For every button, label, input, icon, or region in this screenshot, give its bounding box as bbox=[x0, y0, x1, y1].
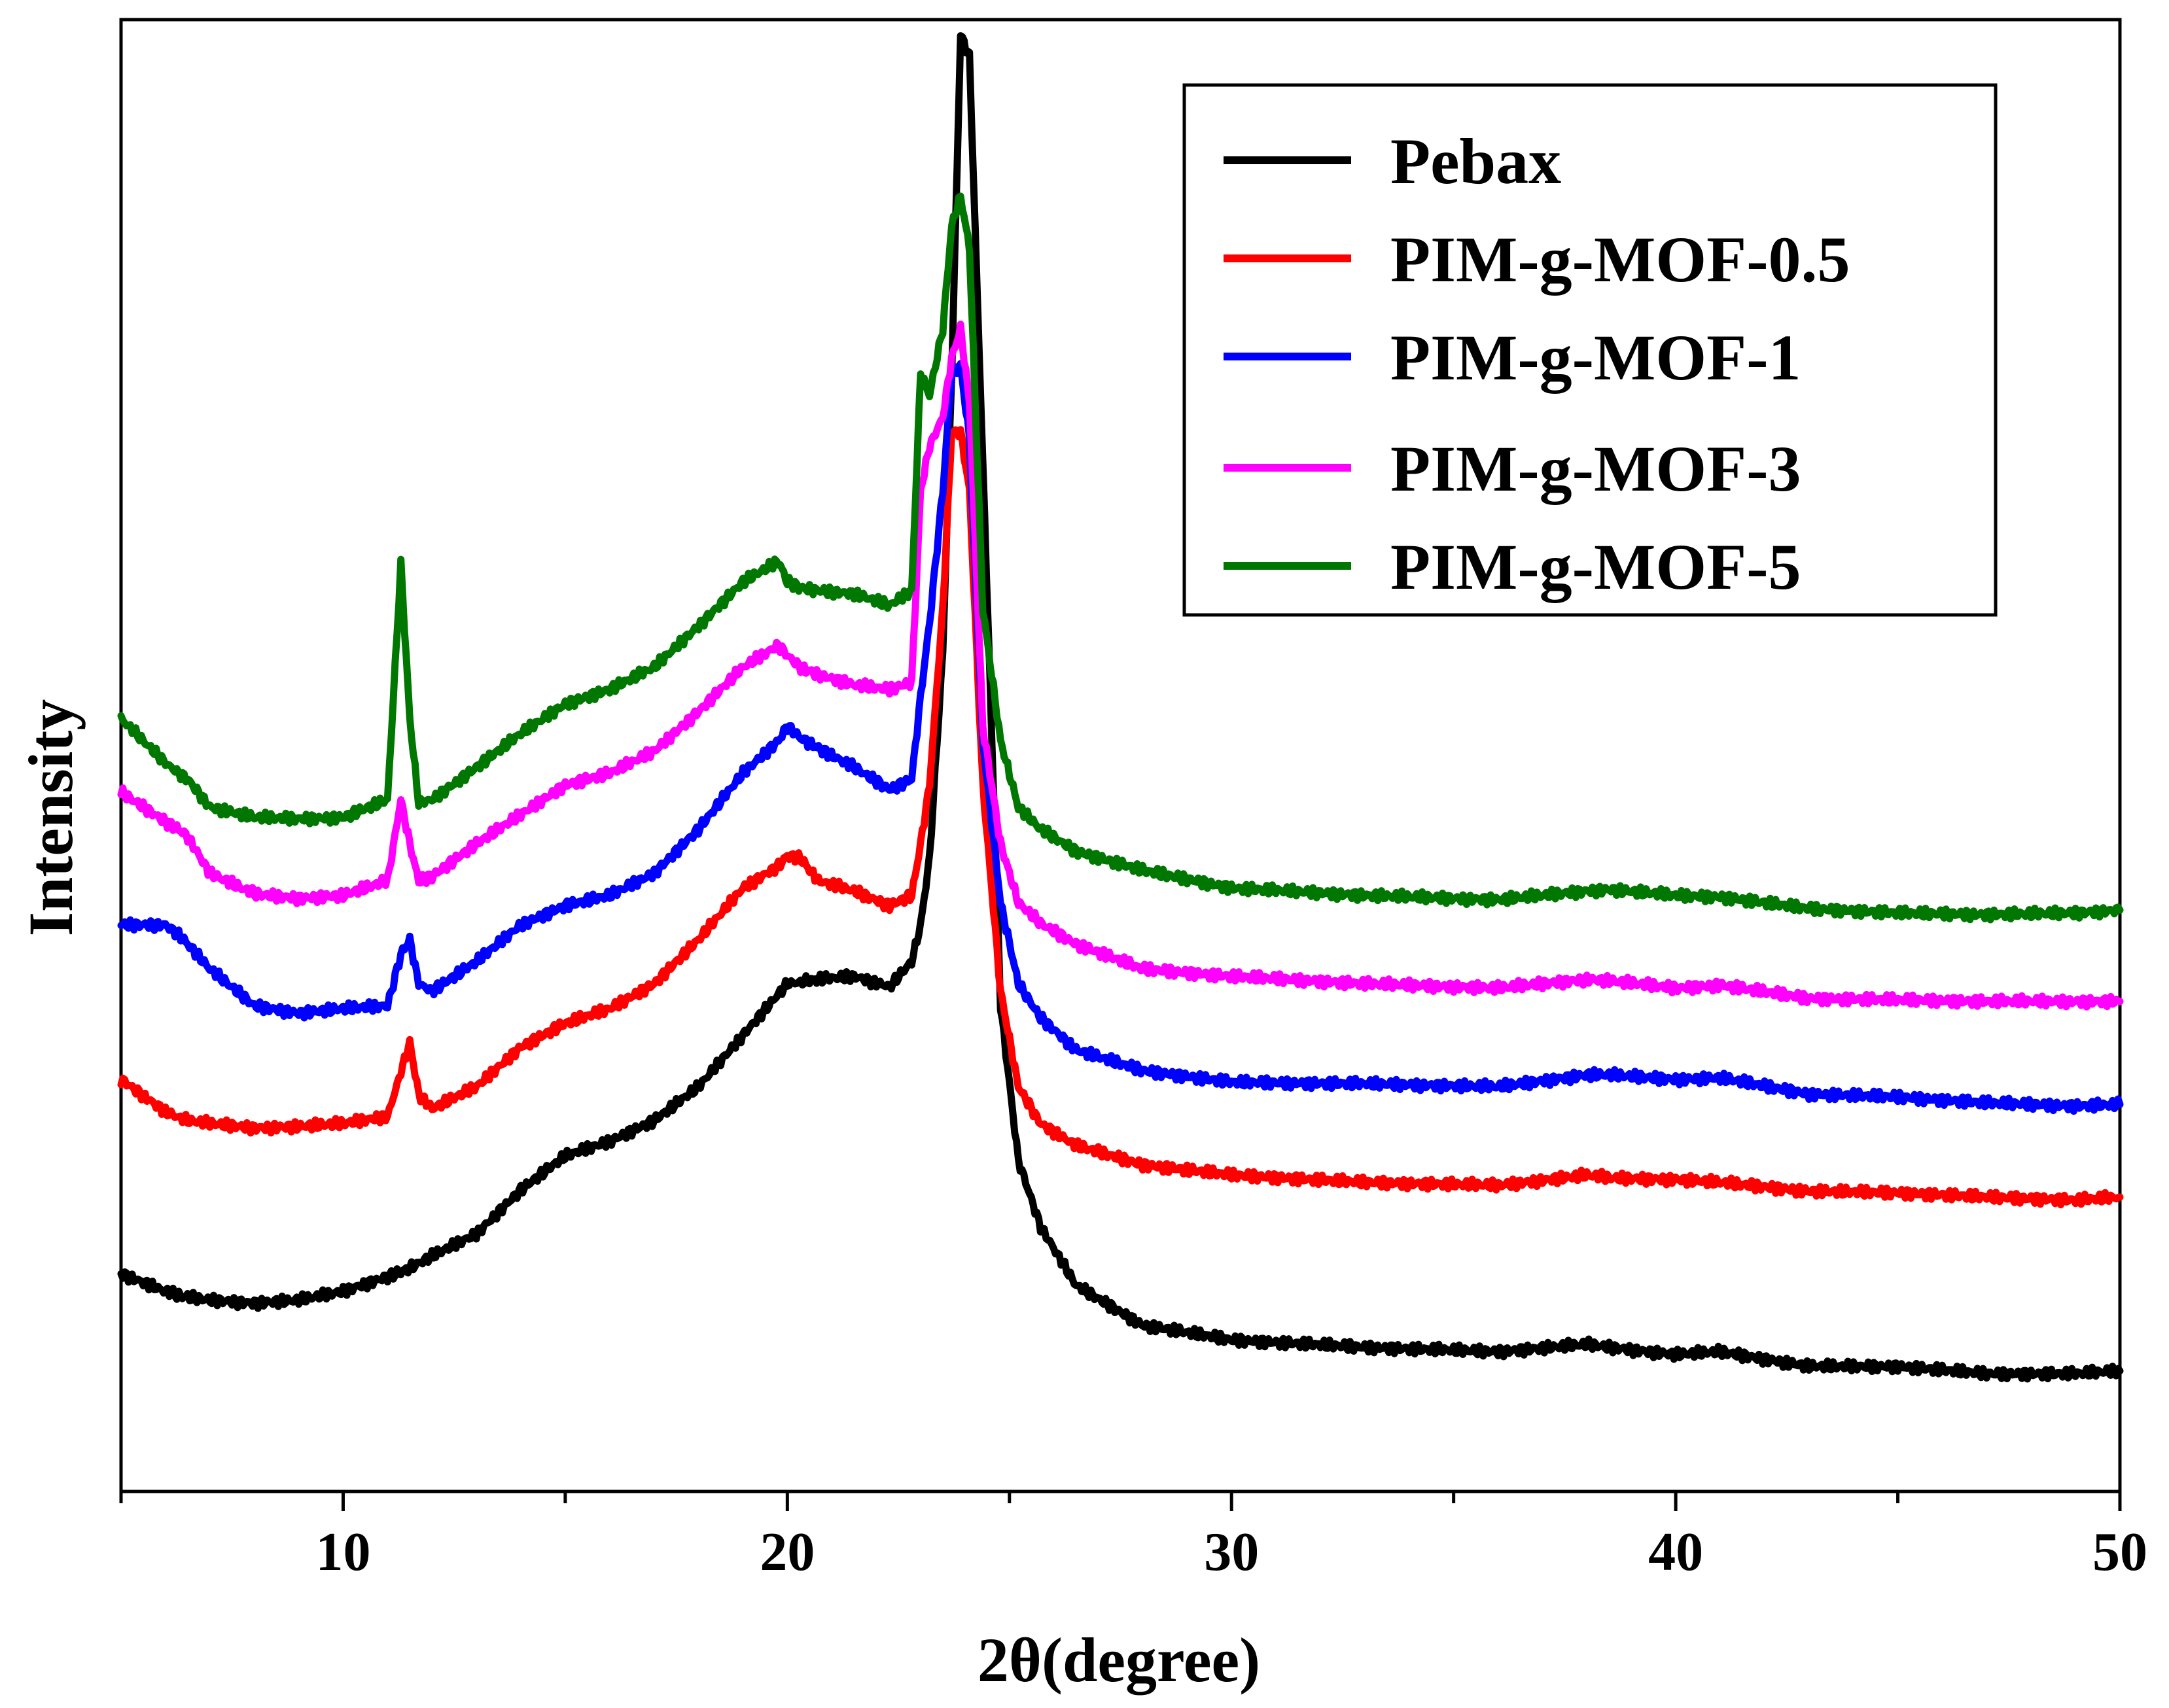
legend-label-pim-g-mof-3: PIM-g-MOF-3 bbox=[1390, 432, 1801, 505]
legend-label-pim-g-mof-0.5: PIM-g-MOF-0.5 bbox=[1390, 223, 1850, 296]
x-tick-label: 50 bbox=[2092, 1522, 2147, 1582]
legend-label-pim-g-mof-1: PIM-g-MOF-1 bbox=[1390, 321, 1801, 394]
plot-frame bbox=[119, 18, 2122, 1493]
series-line-pim-g-mof-5 bbox=[117, 192, 2124, 924]
y-axis-title: Intensity bbox=[16, 699, 86, 937]
x-ticks bbox=[119, 1491, 2122, 1511]
series-line-pim-g-mof-3 bbox=[117, 321, 2124, 1011]
series-line-pebax bbox=[117, 32, 2124, 1383]
legend-label-pim-g-mof-5: PIM-g-MOF-5 bbox=[1390, 531, 1801, 603]
legend: Pebax PIM-g-MOF-0.5 PIM-g-MOF-1 PIM-g-MO… bbox=[1182, 83, 1998, 617]
x-tick-label: 10 bbox=[315, 1522, 370, 1582]
x-tick-label: 40 bbox=[1648, 1522, 1703, 1582]
x-axis-title: 2θ(degree) bbox=[978, 1625, 1260, 1695]
legend-label-pebax: Pebax bbox=[1390, 125, 1561, 198]
x-tick-label: 20 bbox=[760, 1522, 815, 1582]
series-line-pim-g-mof-0.5 bbox=[117, 426, 2124, 1209]
legend-box bbox=[1182, 83, 1998, 617]
series-line-pim-g-mof-1 bbox=[117, 360, 2124, 1115]
series-group bbox=[117, 32, 2124, 1383]
x-tick-labels: 10 20 30 40 50 bbox=[315, 1522, 2147, 1582]
x-tick-label: 30 bbox=[1204, 1522, 1259, 1582]
